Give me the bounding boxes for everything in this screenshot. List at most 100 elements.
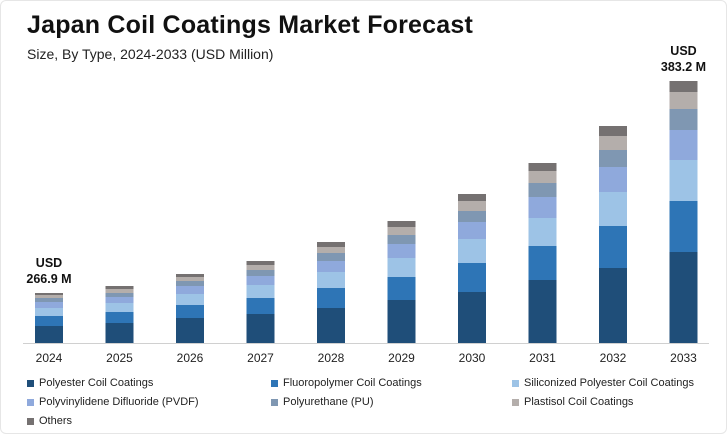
bar-segment-polyester-coil-coatings-2031	[528, 280, 557, 343]
bar-segment-siliconized-polyester-coil-coatings-2027	[246, 285, 275, 298]
legend-item-polyvinylidene-difluoride-pvdf: Polyvinylidene Difluoride (PVDF)	[27, 396, 199, 408]
annotation-2024-value: 266.9 M	[26, 272, 71, 286]
bar-segment-others-2033	[669, 81, 698, 92]
bar-segment-polyester-coil-coatings-2029	[387, 300, 416, 343]
bar-segment-polyvinylidene-difluoride-pvdf-2025	[105, 297, 134, 303]
legend-label: Others	[39, 415, 73, 427]
x-tick-label-2031: 2031	[529, 351, 556, 365]
bar-segment-polyester-coil-coatings-2026	[176, 318, 204, 343]
x-tick-label-2025: 2025	[106, 351, 133, 365]
bar-segment-others-2027	[246, 261, 275, 265]
bar-segment-plastisol-coil-coatings-2029	[387, 227, 416, 235]
bar-segment-plastisol-coil-coatings-2027	[246, 265, 275, 270]
bar-segment-polyvinylidene-difluoride-pvdf-2028	[317, 261, 345, 272]
bar-segment-fluoropolymer-coil-coatings-2025	[105, 312, 134, 323]
bar-segment-others-2031	[528, 163, 557, 171]
chart-title: Japan Coil Coatings Market Forecast	[27, 11, 474, 39]
legend-label: Fluoropolymer Coil Coatings	[283, 377, 422, 389]
bar-segment-others-2026	[176, 274, 204, 277]
bar-segment-polyvinylidene-difluoride-pvdf-2027	[246, 276, 275, 285]
bar-segment-polyurethane-pu-2029	[387, 235, 416, 244]
bar-segment-others-2032	[599, 126, 627, 136]
legend-label: Polyvinylidene Difluoride (PVDF)	[39, 396, 199, 408]
bar-segment-plastisol-coil-coatings-2026	[176, 277, 204, 281]
bar-segment-fluoropolymer-coil-coatings-2028	[317, 288, 345, 308]
chart-subtitle: Size, By Type, 2024-2033 (USD Million)	[27, 46, 274, 62]
bar-segment-polyester-coil-coatings-2025	[105, 323, 134, 343]
legend-label: Siliconized Polyester Coil Coatings	[524, 377, 694, 389]
legend-swatch	[27, 398, 34, 406]
bar-segment-plastisol-coil-coatings-2031	[528, 171, 557, 183]
annotation-2033-value: 383.2 M	[661, 60, 706, 74]
legend-swatch	[512, 379, 519, 387]
bar-segment-polyurethane-pu-2025	[105, 293, 134, 297]
x-tick-label-2029: 2029	[388, 351, 415, 365]
x-tick-label-2033: 2033	[670, 351, 697, 365]
bar-segment-siliconized-polyester-coil-coatings-2029	[387, 258, 416, 277]
legend-swatch	[27, 379, 34, 387]
bar-segment-others-2030	[458, 194, 486, 201]
bar-segment-polyvinylidene-difluoride-pvdf-2026	[176, 286, 204, 294]
legend-swatch	[271, 398, 278, 406]
bar-segment-fluoropolymer-coil-coatings-2032	[599, 226, 627, 268]
bar-segment-siliconized-polyester-coil-coatings-2030	[458, 239, 486, 263]
x-tick-label-2026: 2026	[177, 351, 204, 365]
bar-segment-polyester-coil-coatings-2027	[246, 314, 275, 343]
x-tick-label-2027: 2027	[247, 351, 274, 365]
bar-segment-siliconized-polyester-coil-coatings-2026	[176, 294, 204, 305]
bar-segment-fluoropolymer-coil-coatings-2033	[669, 201, 698, 252]
legend-item-polyurethane-pu: Polyurethane (PU)	[271, 396, 374, 408]
bar-segment-polyurethane-pu-2027	[246, 270, 275, 276]
bar-segment-plastisol-coil-coatings-2024	[35, 295, 63, 298]
bar-segment-polyvinylidene-difluoride-pvdf-2029	[387, 244, 416, 258]
bar-segment-siliconized-polyester-coil-coatings-2033	[669, 160, 698, 201]
legend-swatch	[271, 379, 278, 387]
bar-segment-polyurethane-pu-2026	[176, 281, 204, 286]
legend-item-polyester-coil-coatings: Polyester Coil Coatings	[27, 377, 153, 389]
legend-swatch	[512, 398, 519, 406]
bar-segment-siliconized-polyester-coil-coatings-2025	[105, 303, 134, 312]
bar-segment-plastisol-coil-coatings-2033	[669, 92, 698, 109]
bar-segment-others-2028	[317, 242, 345, 247]
x-tick-label-2030: 2030	[459, 351, 486, 365]
bar-segment-polyurethane-pu-2028	[317, 253, 345, 261]
bar-segment-polyvinylidene-difluoride-pvdf-2024	[35, 302, 63, 308]
annotation-2024-currency: USD	[36, 256, 62, 270]
legend-item-fluoropolymer-coil-coatings: Fluoropolymer Coil Coatings	[271, 377, 422, 389]
bar-segment-plastisol-coil-coatings-2030	[458, 201, 486, 211]
x-tick-label-2024: 2024	[36, 351, 63, 365]
legend-label: Polyester Coil Coatings	[39, 377, 154, 389]
bar-segment-plastisol-coil-coatings-2028	[317, 247, 345, 253]
legend-item-others: Others	[27, 415, 72, 427]
bar-segment-polyvinylidene-difluoride-pvdf-2032	[599, 167, 627, 192]
bar-segment-polyvinylidene-difluoride-pvdf-2033	[669, 130, 698, 160]
legend-swatch	[27, 417, 34, 425]
bar-segment-polyurethane-pu-2024	[35, 298, 63, 302]
bar-segment-polyurethane-pu-2033	[669, 109, 698, 130]
bar-segment-polyester-coil-coatings-2028	[317, 308, 345, 343]
chart-legend: Polyester Coil Coatings Fluoropolymer Coi…	[27, 377, 717, 433]
bar-segment-polyurethane-pu-2031	[528, 183, 557, 197]
x-tick-label-2028: 2028	[318, 351, 345, 365]
x-tick-label-2032: 2032	[600, 351, 627, 365]
bar-segment-fluoropolymer-coil-coatings-2026	[176, 305, 204, 318]
bar-segment-polyester-coil-coatings-2033	[669, 252, 698, 343]
bar-segment-polyurethane-pu-2030	[458, 211, 486, 222]
bar-segment-siliconized-polyester-coil-coatings-2024	[35, 308, 63, 316]
bar-segment-siliconized-polyester-coil-coatings-2032	[599, 192, 627, 226]
bar-segment-siliconized-polyester-coil-coatings-2028	[317, 272, 345, 288]
legend-label: Plastisol Coil Coatings	[524, 396, 634, 408]
legend-label: Polyurethane (PU)	[283, 396, 374, 408]
bar-segment-fluoropolymer-coil-coatings-2027	[246, 298, 275, 314]
bar-segment-others-2024	[35, 293, 63, 295]
bar-segment-polyester-coil-coatings-2032	[599, 268, 627, 343]
bar-segment-fluoropolymer-coil-coatings-2024	[35, 316, 63, 326]
bar-segment-polyester-coil-coatings-2030	[458, 292, 486, 343]
bar-segment-fluoropolymer-coil-coatings-2030	[458, 263, 486, 292]
bar-segment-polyvinylidene-difluoride-pvdf-2031	[528, 197, 557, 218]
bar-segment-plastisol-coil-coatings-2032	[599, 136, 627, 150]
bar-segment-siliconized-polyester-coil-coatings-2031	[528, 218, 557, 246]
bar-segment-plastisol-coil-coatings-2025	[105, 289, 134, 293]
bar-segment-others-2029	[387, 221, 416, 227]
